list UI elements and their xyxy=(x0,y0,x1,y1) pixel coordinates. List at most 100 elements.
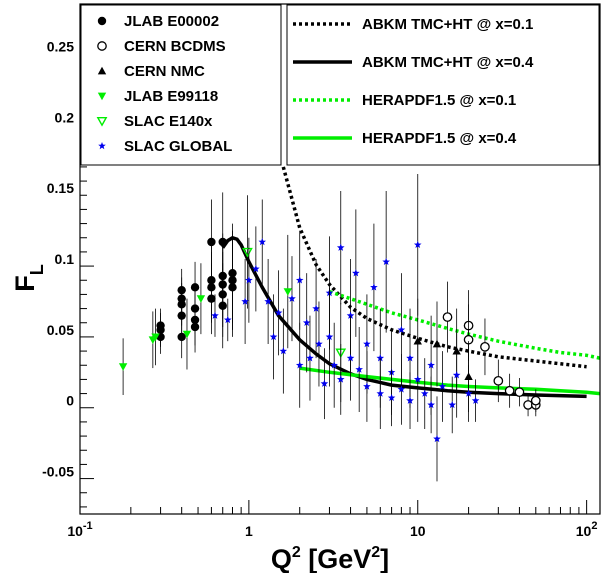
series-jlab-e99118 xyxy=(118,234,292,395)
data-point-slac-global xyxy=(336,375,345,383)
model-curves xyxy=(221,166,600,399)
data-point-slac-global xyxy=(264,297,272,305)
legend-item-herapdf1-5-x-0-1: HERAPDF1.5 @ x=0.1 xyxy=(293,92,516,109)
y-tick-label: 0 xyxy=(66,393,74,409)
x-tick-label: 102 xyxy=(576,520,598,539)
data-point-slac-global xyxy=(427,400,435,409)
data-point-jlab-e00002 xyxy=(218,237,227,247)
data-point-slac-global xyxy=(288,294,296,302)
data-point-slac-global xyxy=(471,396,480,404)
legend-marker-cern-bcdms xyxy=(97,41,107,51)
legend-item-cern-bcdms: CERN BCDMS xyxy=(97,38,226,55)
data-point-cern-bcdms xyxy=(493,375,504,386)
legend-label: HERAPDF1.5 @ x=0.4 xyxy=(362,130,517,147)
x-tick-label: 10-1 xyxy=(67,520,92,539)
x-axis-label: Q2 [GeV2] xyxy=(271,544,389,573)
legend-label: JLAB E00002 xyxy=(124,13,219,30)
axis-ticks: 10-1 1 10 102 -0.05 0 0.05 0.1 0.15 0.2 0.25 xyxy=(42,10,598,539)
legend-markers: JLAB E00002 CERN BCDMS CERN NMC JLAB E99118… xyxy=(80,4,282,166)
y-tick-label: 0.2 xyxy=(55,109,75,125)
curve-abkm-tmc-ht-x-0-4 xyxy=(221,235,587,399)
data-point-slac-global xyxy=(241,297,249,305)
data-point-jlab-e99118 xyxy=(196,295,206,303)
data-point-cern-bcdms xyxy=(442,312,453,322)
data-point-slac-global xyxy=(245,276,253,284)
legend-markers-entries: JLAB E00002 CERN BCDMS CERN NMC JLAB E99118… xyxy=(96,13,232,155)
series-slac-global xyxy=(211,174,480,482)
y-tick-label: 0.05 xyxy=(47,322,74,338)
data-point-cern-bcdms xyxy=(530,395,541,406)
data-point-slac-global xyxy=(306,354,314,362)
data-point-slac-global xyxy=(397,325,406,334)
data-point-slac-global xyxy=(387,393,396,402)
legend-label: CERN NMC xyxy=(124,63,205,80)
legend-marker-slac-e140x xyxy=(96,116,108,127)
data-point-slac-global xyxy=(330,361,338,369)
data-point-slac-global xyxy=(269,332,278,341)
legend-label: JLAB E99118 xyxy=(124,88,218,105)
data-point-jlab-e99118 xyxy=(283,288,292,296)
data-point-slac-global xyxy=(376,389,385,397)
y-tick-label: 0.15 xyxy=(47,180,74,196)
data-point-slac-global xyxy=(295,361,304,369)
data-point-jlab-e00002 xyxy=(156,321,165,330)
data-point-slac-global xyxy=(413,375,422,383)
legend-item-cern-nmc: CERN NMC xyxy=(97,63,205,80)
data-point-jlab-e99118 xyxy=(182,330,192,339)
data-point-slac-global xyxy=(325,332,334,341)
data-point-slac-global xyxy=(223,315,232,324)
data-point-slac-global xyxy=(252,264,260,273)
data-point-slac-global xyxy=(363,382,371,390)
legend-item-jlab-e99118: JLAB E99118 xyxy=(97,88,218,105)
data-point-slac-global xyxy=(211,311,219,319)
data-point-slac-global xyxy=(346,311,355,319)
data-point-slac-global xyxy=(452,371,461,379)
data-point-slac-global xyxy=(355,365,363,373)
legend-label: SLAC E140x xyxy=(124,113,213,130)
legend-marker-jlab-e99118 xyxy=(97,92,107,101)
data-points xyxy=(118,174,541,482)
data-point-slac-global xyxy=(295,276,304,284)
data-point-slac-global xyxy=(413,240,422,249)
data-point-slac-global xyxy=(315,340,323,348)
data-point-slac-global xyxy=(258,238,267,246)
plot-frame xyxy=(79,3,601,515)
data-point-slac-global xyxy=(312,304,320,312)
data-point-jlab-e00002 xyxy=(207,237,216,247)
data-point-slac-global xyxy=(336,243,345,251)
data-point-slac-global xyxy=(352,269,360,277)
data-point-jlab-e00002 xyxy=(228,268,237,278)
legend-label: HERAPDF1.5 @ x=0.1 xyxy=(362,92,516,109)
legend-marker-slac-global xyxy=(98,142,106,150)
x-tick-label: 10 xyxy=(410,523,426,539)
data-point-slac-global xyxy=(320,379,329,387)
y-tick-label: -0.05 xyxy=(42,464,74,480)
series-jlab-e00002 xyxy=(156,192,237,359)
data-point-cern-nmc xyxy=(432,339,442,348)
data-point-slac-global xyxy=(464,389,473,397)
data-point-slac-global xyxy=(382,257,390,266)
data-point-slac-global xyxy=(376,354,385,362)
y-tick-label: 0.1 xyxy=(55,251,75,267)
data-point-jlab-e99118 xyxy=(151,333,160,342)
data-point-slac-global xyxy=(420,389,429,397)
data-point-slac-global xyxy=(302,318,311,326)
legend-lines: ABKM TMC+HT @ x=0.1 ABKM TMC+HT @ x=0.4 HE… xyxy=(286,4,600,166)
legend-label: ABKM TMC+HT @ x=0.1 xyxy=(362,16,533,33)
data-point-slac-global xyxy=(397,385,406,393)
legend-item-herapdf1-5-x-0-4: HERAPDF1.5 @ x=0.4 xyxy=(293,130,517,147)
curve-herapdf1-5-x-0-4 xyxy=(299,366,600,396)
y-tick-label: 0.25 xyxy=(47,39,74,55)
legend-item-slac-global: SLAC GLOBAL xyxy=(98,138,232,155)
legend-label: CERN BCDMS xyxy=(124,38,226,55)
data-point-jlab-e00002 xyxy=(190,283,200,292)
legend-lines-entries: ABKM TMC+HT @ x=0.1 ABKM TMC+HT @ x=0.4 HE… xyxy=(293,16,534,147)
legend-label: SLAC GLOBAL xyxy=(124,138,232,155)
data-point-slac-global xyxy=(363,340,371,348)
data-point-jlab-e00002 xyxy=(177,285,186,295)
legend-item-abkm-tmc-ht-x-0-4: ABKM TMC+HT @ x=0.4 xyxy=(293,54,534,71)
legend-item-abkm-tmc-ht-x-0-1: ABKM TMC+HT @ x=0.1 xyxy=(293,16,533,33)
legend-label: ABKM TMC+HT @ x=0.4 xyxy=(362,54,534,71)
data-point-slac-global xyxy=(346,354,355,362)
data-point-slac-e140x xyxy=(242,247,253,258)
